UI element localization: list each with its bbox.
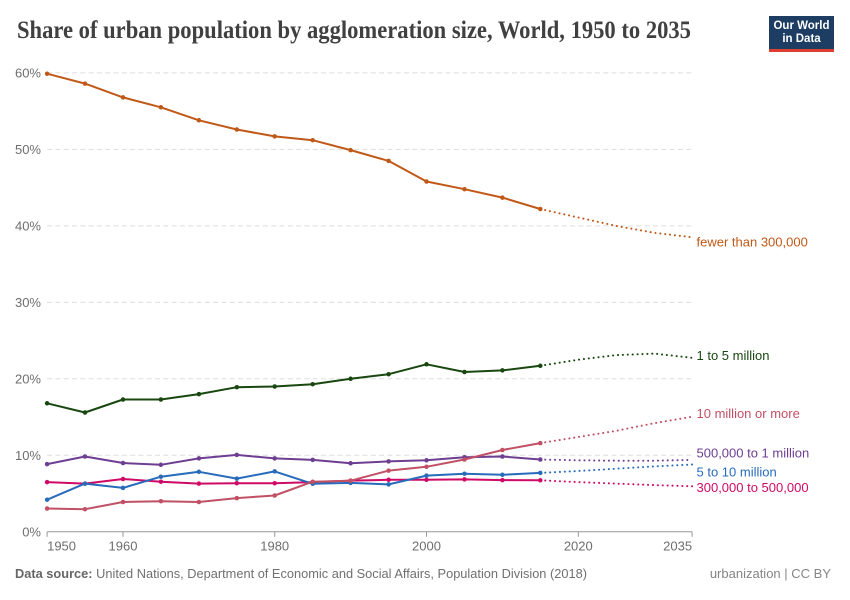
svg-text:1960: 1960: [109, 539, 138, 554]
svg-text:10 million or more: 10 million or more: [697, 406, 800, 421]
svg-text:10%: 10%: [15, 448, 41, 463]
svg-text:500,000 to 1 million: 500,000 to 1 million: [697, 446, 810, 461]
svg-text:50%: 50%: [15, 142, 41, 157]
svg-text:2020: 2020: [564, 539, 593, 554]
svg-text:20%: 20%: [15, 371, 41, 386]
svg-text:fewer than 300,000: fewer than 300,000: [697, 235, 808, 250]
svg-text:30%: 30%: [15, 295, 41, 310]
svg-text:2035: 2035: [663, 539, 692, 554]
svg-text:0%: 0%: [22, 524, 41, 539]
svg-text:2000: 2000: [412, 539, 441, 554]
svg-text:60%: 60%: [15, 65, 41, 80]
svg-text:1950: 1950: [47, 539, 76, 554]
svg-text:5 to 10 million: 5 to 10 million: [697, 465, 777, 480]
svg-text:1980: 1980: [260, 539, 289, 554]
svg-text:300,000 to 500,000: 300,000 to 500,000: [697, 480, 809, 495]
svg-text:1 to 5 million: 1 to 5 million: [697, 348, 770, 363]
svg-text:40%: 40%: [15, 218, 41, 233]
